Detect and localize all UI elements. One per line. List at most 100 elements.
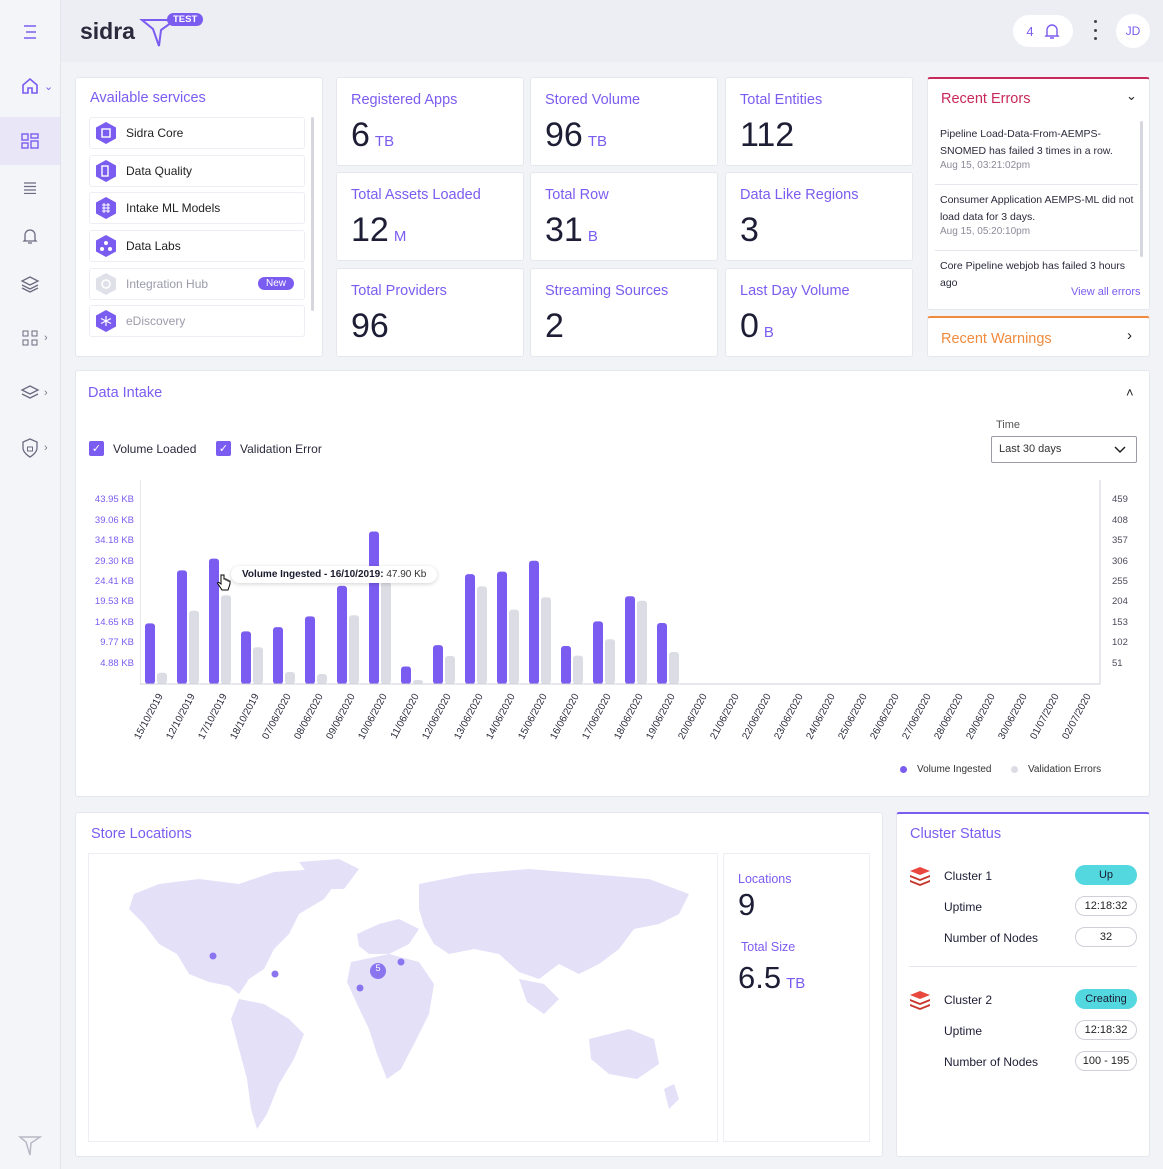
new-badge: New bbox=[257, 277, 294, 290]
volume-loaded-checkbox[interactable]: ✓ Volume Loaded bbox=[89, 441, 196, 456]
volume-bar[interactable] bbox=[273, 627, 283, 684]
volume-bar[interactable] bbox=[657, 623, 667, 684]
validation-bar[interactable] bbox=[189, 610, 199, 684]
volume-bar[interactable] bbox=[561, 645, 571, 684]
chevron-down-icon[interactable]: ⌄ bbox=[1126, 88, 1137, 103]
validation-bar[interactable] bbox=[509, 609, 519, 684]
validation-error-checkbox[interactable]: ✓ Validation Error bbox=[216, 441, 322, 456]
stat-unit: B bbox=[587, 228, 598, 245]
legend-dot-validation bbox=[1011, 766, 1018, 773]
locations-summary: Locations 9 Total Size 6.5 TB bbox=[723, 853, 870, 1142]
validation-bar[interactable] bbox=[605, 639, 615, 684]
validation-bar[interactable] bbox=[573, 655, 583, 684]
validation-bar[interactable] bbox=[413, 680, 423, 684]
locations-label: Locations bbox=[738, 872, 792, 886]
service-ediscovery[interactable]: eDiscovery bbox=[89, 305, 305, 337]
error-text: Core Pipeline webjob has failed 3 hours … bbox=[940, 260, 1126, 289]
validation-bar[interactable] bbox=[669, 652, 679, 684]
volume-bar[interactable] bbox=[433, 645, 443, 684]
dashboard-icon[interactable] bbox=[0, 117, 60, 165]
validation-bar[interactable] bbox=[349, 615, 359, 684]
top-header: sidra TEST 4 JD bbox=[61, 0, 1163, 62]
errors-title: Recent Errors bbox=[941, 91, 1031, 107]
volume-bar[interactable] bbox=[145, 623, 155, 684]
validation-bar[interactable] bbox=[637, 600, 647, 684]
y-tick-label-right: 153 bbox=[1112, 616, 1128, 628]
service-data-labs[interactable]: Data Labs bbox=[89, 230, 305, 262]
validation-bar[interactable] bbox=[157, 672, 167, 684]
validation-bar[interactable] bbox=[445, 656, 455, 684]
validation-bar[interactable] bbox=[221, 595, 231, 684]
y-tick-label-right: 102 bbox=[1112, 637, 1128, 649]
error-item[interactable]: Core Pipeline webjob has failed 3 hours … bbox=[940, 258, 1140, 292]
service-intake-ml-models[interactable]: Intake ML Models bbox=[89, 192, 305, 224]
apps-grid-icon[interactable]: › bbox=[0, 314, 60, 362]
bell-icon[interactable] bbox=[0, 212, 60, 260]
checkmark-icon: ✓ bbox=[89, 441, 104, 456]
total-size-unit: TB bbox=[786, 975, 806, 992]
layers-icon[interactable]: › bbox=[0, 369, 60, 417]
store-locations-card bbox=[75, 812, 883, 1157]
list-icon[interactable] bbox=[0, 164, 60, 212]
sidebar: ⌄ › › › bbox=[0, 0, 61, 1169]
volume-bar[interactable] bbox=[177, 570, 187, 684]
stat-value: 112 bbox=[740, 116, 795, 154]
avatar[interactable]: JD bbox=[1116, 14, 1150, 48]
volume-bar[interactable] bbox=[369, 531, 379, 684]
chevron-right-icon[interactable]: › bbox=[1127, 327, 1132, 344]
volume-bar[interactable] bbox=[401, 666, 411, 684]
y-tick-label-right: 306 bbox=[1112, 555, 1128, 567]
volume-bar[interactable] bbox=[497, 571, 507, 684]
services-scrollbar[interactable] bbox=[311, 117, 314, 311]
volume-bar[interactable] bbox=[305, 616, 315, 684]
validation-bar[interactable] bbox=[285, 672, 295, 684]
bell-icon bbox=[1043, 24, 1060, 39]
ediscovery-icon bbox=[94, 309, 118, 333]
more-options-icon[interactable] bbox=[1091, 20, 1099, 40]
stat-label: Data Like Regions bbox=[740, 187, 859, 203]
error-text: Consumer Application AEMPS-ML did not lo… bbox=[940, 194, 1134, 223]
recent-warnings-card[interactable] bbox=[927, 316, 1150, 357]
stack-icon[interactable] bbox=[0, 260, 60, 308]
view-all-errors-link[interactable]: View all errors bbox=[1071, 286, 1141, 298]
divider bbox=[935, 250, 1138, 251]
volume-bar[interactable] bbox=[529, 560, 539, 684]
volume-bar[interactable] bbox=[241, 631, 251, 684]
error-item[interactable]: Consumer Application AEMPS-ML did not lo… bbox=[940, 192, 1135, 237]
y-tick-label: 29.30 KB bbox=[94, 555, 134, 567]
y-tick-label-right: 408 bbox=[1112, 514, 1128, 526]
divider bbox=[909, 966, 1137, 967]
volume-bar[interactable] bbox=[465, 574, 475, 684]
stat-value: 12 bbox=[351, 211, 389, 249]
menu-icon[interactable] bbox=[0, 8, 60, 56]
error-item[interactable]: Pipeline Load-Data-From-AEMPS-SNOMED has… bbox=[940, 126, 1135, 171]
stat-total-entities: Total Entities 112 bbox=[725, 77, 913, 166]
cluster-marker-count: 5 bbox=[375, 963, 381, 973]
validation-bar[interactable] bbox=[253, 647, 263, 684]
service-data-quality[interactable]: Data Quality bbox=[89, 155, 305, 187]
volume-bar[interactable] bbox=[337, 585, 347, 684]
notifications-button[interactable]: 4 bbox=[1013, 15, 1073, 47]
service-sidra-core[interactable]: Sidra Core bbox=[89, 117, 305, 149]
errors-scrollbar[interactable] bbox=[1140, 121, 1143, 257]
validation-bar[interactable] bbox=[317, 674, 327, 684]
validation-bar[interactable] bbox=[381, 582, 391, 684]
stat-stored-volume: Stored Volume 96 TB bbox=[530, 77, 718, 166]
shield-icon[interactable]: › bbox=[0, 424, 60, 472]
volume-bar[interactable] bbox=[625, 596, 635, 684]
validation-bar[interactable] bbox=[541, 597, 551, 684]
services-card bbox=[75, 77, 323, 357]
cluster-stack-icon bbox=[910, 867, 930, 886]
validation-bar[interactable] bbox=[477, 586, 487, 684]
service-integration-hub[interactable]: Integration Hub New bbox=[89, 268, 305, 300]
locations-value: 9 bbox=[738, 887, 756, 922]
chevron-up-icon[interactable]: ˄ bbox=[1126, 385, 1134, 400]
volume-bar[interactable] bbox=[593, 621, 603, 684]
world-map[interactable]: 5 bbox=[88, 853, 718, 1142]
home-icon[interactable]: ⌄ bbox=[0, 62, 60, 110]
notifications-count: 4 bbox=[1026, 23, 1034, 39]
time-select[interactable]: Last 30 days bbox=[991, 436, 1137, 463]
data-intake-card bbox=[75, 370, 1150, 797]
stat-label: Registered Apps bbox=[351, 92, 458, 108]
volume-bar[interactable] bbox=[209, 558, 219, 684]
